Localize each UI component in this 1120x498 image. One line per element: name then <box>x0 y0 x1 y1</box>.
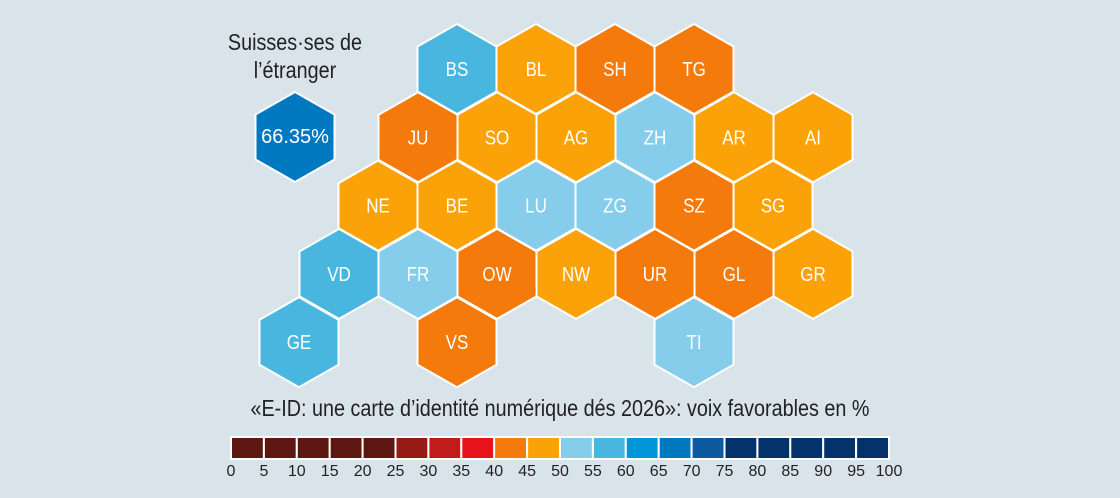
legend-tick-label: 95 <box>847 463 865 480</box>
legend-tick-label: 85 <box>781 463 799 480</box>
abroad-value-label: 66.35% <box>261 126 329 148</box>
canton-label: NE <box>366 194 390 217</box>
canton-ju[interactable]: JU <box>377 91 459 184</box>
legend-tick-label: 45 <box>518 463 536 480</box>
legend-tick-label: 100 <box>876 463 903 480</box>
legend-bin <box>493 436 529 460</box>
legend-bin <box>526 436 561 460</box>
legend-bin <box>690 436 726 460</box>
canton-nw[interactable]: NW <box>535 227 617 321</box>
canton-label: VS <box>446 331 469 354</box>
canton-label: NW <box>562 263 591 286</box>
canton-vs[interactable]: VS <box>416 296 498 389</box>
legend-bin <box>624 436 660 460</box>
legend-tick-label: 80 <box>749 463 767 480</box>
canton-tg[interactable]: TG <box>653 22 735 116</box>
canton-gr[interactable]: GR <box>772 227 854 321</box>
canton-hex[interactable] <box>772 227 854 321</box>
canton-sg[interactable]: SG <box>732 159 814 252</box>
canton-label: GR <box>800 263 825 286</box>
legend-tick-label: 10 <box>288 463 306 480</box>
canton-label: TG <box>682 58 706 81</box>
abroad-hex-group: 66.35% <box>254 90 336 184</box>
legend-bin <box>559 436 594 460</box>
abroad-title-line1: Suisses·ses de <box>227 29 363 55</box>
canton-ge[interactable]: GE <box>258 296 340 389</box>
canton-hex[interactable] <box>258 296 340 389</box>
legend-bin <box>789 436 825 460</box>
canton-label: SH <box>603 58 627 81</box>
legend-bin <box>230 436 265 460</box>
legend-bin <box>295 436 331 460</box>
legend-bin <box>262 436 298 460</box>
canton-label: AR <box>722 126 746 149</box>
legend-tick-label: 15 <box>321 463 339 480</box>
canton-label: JU <box>408 126 429 149</box>
legend-tick-label: 35 <box>452 463 470 480</box>
legend-tick-label: 20 <box>354 463 372 480</box>
canton-label: SG <box>761 194 786 217</box>
canton-label: GL <box>723 263 746 286</box>
legend-tick-label: 0 <box>227 463 236 480</box>
canton-hex[interactable] <box>653 296 735 389</box>
legend-tick-label: 70 <box>683 463 701 480</box>
legend-tick-label: 50 <box>551 463 569 480</box>
legend-bin <box>591 436 627 460</box>
canton-lu[interactable]: LU <box>495 159 577 252</box>
legend-bin <box>756 436 792 460</box>
legend-bin <box>822 436 858 460</box>
canton-label: BS <box>446 58 469 81</box>
canton-label: BL <box>526 58 547 81</box>
canton-ai[interactable]: AI <box>772 91 854 184</box>
canton-vd[interactable]: VD <box>298 227 380 321</box>
legend-tick-label: 30 <box>420 463 438 480</box>
canton-label: SO <box>485 126 510 149</box>
canton-sh[interactable]: SH <box>574 22 656 116</box>
canton-label: LU <box>525 194 547 217</box>
legend-tick-label: 55 <box>584 463 602 480</box>
legend-tick-label: 60 <box>617 463 635 480</box>
canton-label: FR <box>407 263 430 286</box>
canton-label: ZH <box>644 126 667 149</box>
legend-bin <box>657 436 693 460</box>
legend-tick-label: 90 <box>814 463 832 480</box>
cantons-group: BS BL SH TG JU SO AG ZH AR AI NE BE LU ZG SZ SG VD FR OW NW… <box>258 22 854 389</box>
canton-bs[interactable]: BS <box>416 22 498 116</box>
legend-tick-label: 25 <box>387 463 405 480</box>
canton-label: UR <box>643 263 668 286</box>
canton-label: BE <box>446 194 469 217</box>
canton-label: ZG <box>603 194 627 217</box>
legend-scale: 0 5 10 15 20 25 30 35 40 45 50 55 60 65 70 75 80 85 90 95 10… <box>227 436 903 480</box>
abroad-hex[interactable] <box>254 90 336 184</box>
legend-tick-label: 40 <box>485 463 503 480</box>
canton-label: AI <box>805 126 821 149</box>
canton-label: SZ <box>683 194 705 217</box>
legend-title: «E-ID: une carte d’identité numérique dé… <box>250 395 870 421</box>
legend-tick-label: 5 <box>259 463 268 480</box>
legend-bin <box>427 436 463 460</box>
legend-bin <box>460 436 496 460</box>
legend-bin <box>723 436 759 460</box>
legend-bin <box>361 436 397 460</box>
legend-bin <box>328 436 364 460</box>
canton-label: AG <box>564 126 589 149</box>
canton-ti[interactable]: TI <box>653 296 735 389</box>
abroad-title-line2: l’étranger <box>253 57 337 83</box>
canton-label: VD <box>327 263 351 286</box>
canton-label: OW <box>482 263 512 286</box>
canton-label: TI <box>686 331 701 354</box>
legend-tick-label: 75 <box>716 463 734 480</box>
legend-bin <box>394 436 430 460</box>
canton-label: GE <box>287 331 312 354</box>
canton-be[interactable]: BE <box>416 159 498 252</box>
canton-hex[interactable] <box>416 296 498 389</box>
legend-bin <box>855 436 890 460</box>
legend-tick-label: 65 <box>650 463 668 480</box>
abroad-title: Suisses·ses de l’étranger <box>213 28 376 84</box>
